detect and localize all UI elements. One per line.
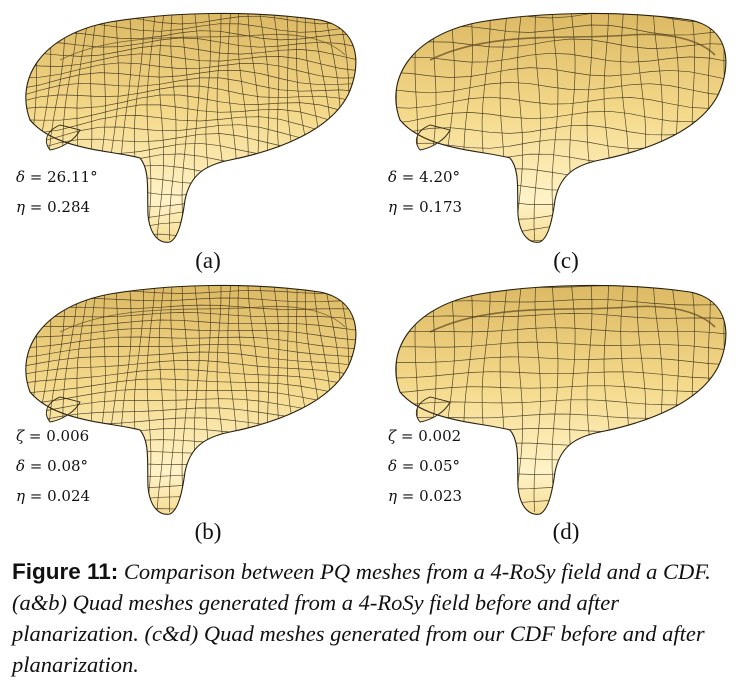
stat-eta: η = 0.024 [16, 487, 91, 505]
stats-b: ζ = 0.006 δ = 0.08° η = 0.024 [16, 429, 90, 519]
subfigure-label-a: (a) [195, 248, 221, 273]
stat-eta: η = 0.023 [388, 487, 463, 505]
mesh-render-c [395, 12, 727, 243]
stat-eta: η = 0.173 [388, 198, 463, 216]
mesh-panel-a [0, 0, 370, 250]
mesh-render-b [25, 284, 357, 515]
figure-caption: Figure 11: Comparison between PQ meshes … [12, 556, 728, 680]
stats-d: ζ = 0.002 δ = 0.05° η = 0.023 [388, 429, 462, 519]
stat-delta: δ = 0.08° [16, 457, 89, 475]
mesh-panel-d [370, 272, 740, 522]
stat-delta: δ = 0.05° [388, 457, 461, 475]
stats-c: δ = 4.20° η = 0.173 [388, 170, 462, 230]
stat-delta: δ = 4.20° [388, 168, 461, 186]
mesh-render-d [395, 284, 727, 515]
subfigure-label-d: (d) [552, 519, 580, 544]
stat-eta: η = 0.284 [16, 198, 91, 216]
stats-a: δ = 26.11° η = 0.284 [16, 170, 98, 230]
subfigure-label-b: (b) [194, 519, 222, 544]
subfigure-label-c: (c) [553, 248, 579, 273]
caption-text: Comparison between PQ meshes from a 4-Ro… [12, 559, 711, 677]
mesh-render-a [25, 12, 357, 243]
mesh-panel-c [370, 0, 740, 250]
stat-zeta: ζ = 0.002 [388, 427, 462, 445]
figure-label: Figure 11: [12, 559, 119, 584]
stat-zeta: ζ = 0.006 [16, 427, 90, 445]
stat-delta: δ = 26.11° [16, 168, 98, 186]
mesh-panel-b [0, 272, 370, 522]
